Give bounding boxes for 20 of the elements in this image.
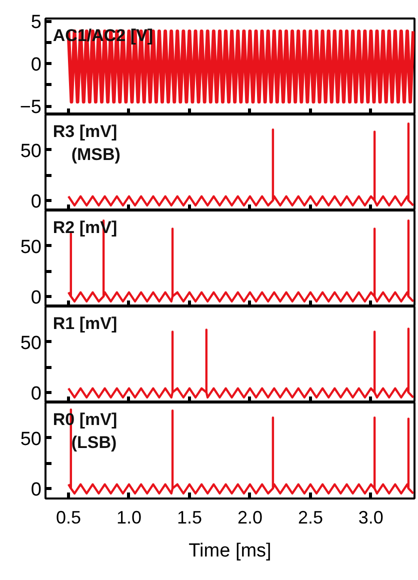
- x-axis-title: Time [ms]: [188, 540, 272, 562]
- x-tick-label: 1.5: [176, 508, 202, 528]
- x-tick-label: 2.0: [237, 508, 262, 528]
- x-tick-label: 1.0: [116, 508, 142, 528]
- y-tick-label: 0: [30, 287, 42, 308]
- y-tick-label: 0: [30, 383, 42, 404]
- y-tick-label: 50: [20, 236, 42, 258]
- y-tick-label: 0: [30, 191, 42, 212]
- y-axis-title: R1 [mV]: [52, 314, 118, 334]
- x-tick-label: 0.5: [56, 508, 82, 528]
- y-tick-label: −5: [20, 97, 42, 118]
- y-axis-title: R3 [mV] (MSB): [52, 122, 120, 164]
- y-tick-label: 50: [20, 332, 42, 354]
- x-tick-label: 3.0: [358, 508, 384, 528]
- y-tick-label: 5: [30, 12, 42, 34]
- y-tick-label: 50: [20, 428, 42, 450]
- y-tick-label: 0: [30, 479, 42, 500]
- y-tick-label: 0: [30, 54, 42, 76]
- y-tick-label: 50: [20, 140, 42, 162]
- x-tick-label: 2.5: [298, 508, 323, 528]
